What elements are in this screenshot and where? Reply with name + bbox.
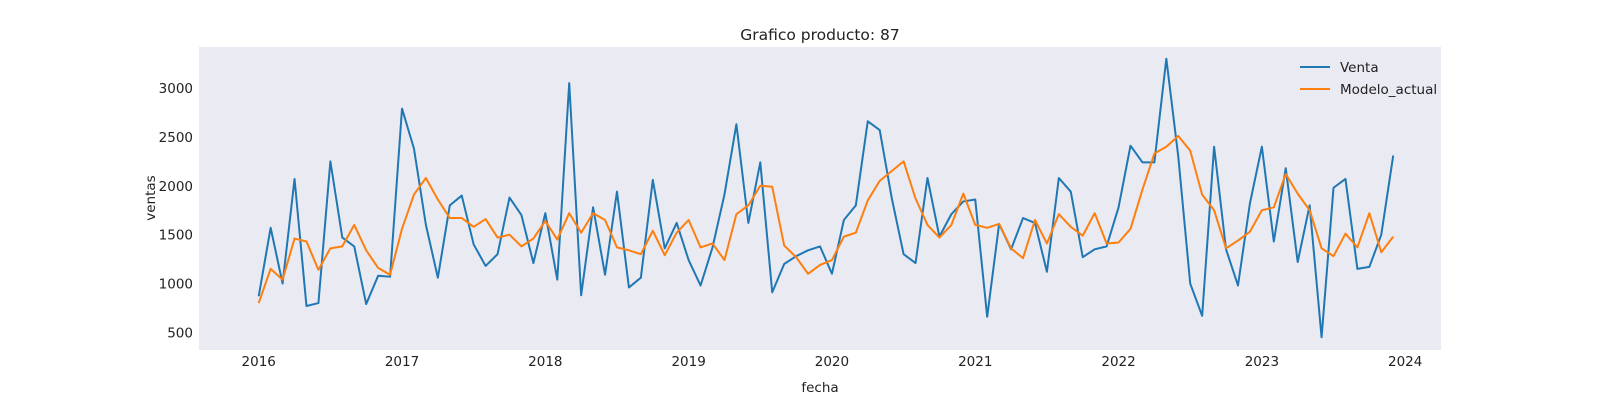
x-tick-label: 2016 [242,354,276,370]
chart-title: Grafico producto: 87 [740,26,900,44]
y-tick-label: 3000 [159,81,193,97]
x-tick-label: 2024 [1388,354,1422,370]
x-tick-label: 2019 [671,354,705,370]
x-tick-label: 2022 [1101,354,1135,370]
y-axis-label: ventas [143,175,159,220]
y-tick-label: 1000 [159,277,193,293]
x-tick-label: 2023 [1245,354,1279,370]
y-tick-label: 2500 [159,130,193,146]
y-tick-label: 2000 [159,179,193,195]
x-tick-label: 2017 [385,354,419,370]
series-line-venta [257,57,1395,339]
series-lines [257,57,1395,339]
legend-label-venta: Venta [1340,60,1379,76]
plot-area [199,47,1441,350]
x-axis-ticks: 2016 2017 2018 2019 2020 2021 2022 2023 2024 [242,354,1423,370]
series-line-modelo-actual [257,134,1395,304]
y-axis-ticks: 500 1000 1500 2000 2500 3000 [159,81,193,341]
x-tick-label: 2021 [958,354,992,370]
x-tick-label: 2020 [815,354,849,370]
y-tick-label: 1500 [159,228,193,244]
legend-label-modelo-actual: Modelo_actual [1340,82,1437,98]
x-axis-label: fecha [801,380,838,396]
x-tick-label: 2018 [528,354,562,370]
legend: Venta Modelo_actual [1300,60,1437,98]
y-tick-label: 500 [167,325,193,341]
